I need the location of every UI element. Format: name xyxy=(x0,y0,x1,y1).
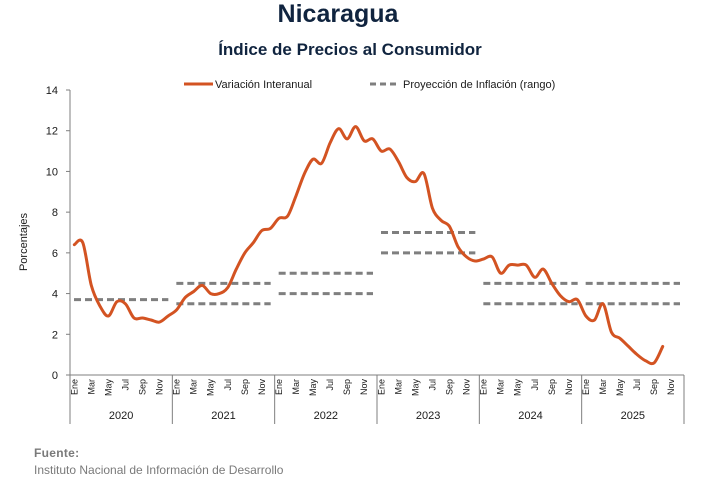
axes: 0 2 4 6 8 10 12 14 Ene Mar May Jul Sep Nov 2020 Ene Mar M… xyxy=(46,85,685,424)
x-tick-label: Ene xyxy=(479,379,489,395)
x-tick-label: Mar xyxy=(598,379,608,395)
x-tick-label: Ene xyxy=(581,379,591,395)
x-tick-label: Mar xyxy=(189,379,199,395)
series-line-variacion-interanual xyxy=(72,125,665,366)
x-tick-label: Mar xyxy=(86,379,96,395)
y-tick-label: 0 xyxy=(52,370,58,382)
x-tick-label: Jul xyxy=(632,379,642,391)
x-tick-label: May xyxy=(206,379,216,397)
x-tick-label: Jul xyxy=(120,379,130,391)
year-label: 2023 xyxy=(416,410,440,422)
x-tick-label: Nov xyxy=(257,379,267,396)
x-tick-label: Sep xyxy=(137,379,147,395)
x-tick-label: Ene xyxy=(69,379,79,395)
legend-label-proyeccion: Proyección de Inflación (rango) xyxy=(403,79,555,91)
source-text: Instituto Nacional de Información de Des… xyxy=(34,463,284,477)
x-tick-label: Nov xyxy=(359,379,369,396)
x-tick-label: Nov xyxy=(564,379,574,396)
x-tick-label: Mar xyxy=(291,379,301,395)
y-tick-label: 14 xyxy=(46,85,58,97)
y-axis-label: Porcentajes xyxy=(18,212,30,271)
y-tick-label: 2 xyxy=(52,329,58,341)
x-tick-label: May xyxy=(410,379,420,397)
year-label: 2022 xyxy=(314,410,338,422)
x-tick-label: Nov xyxy=(666,379,676,396)
x-tick-label: Ene xyxy=(172,379,182,395)
x-tick-label: Nov xyxy=(155,379,165,396)
x-tick-label: Jul xyxy=(427,379,437,391)
x-tick-label: Nov xyxy=(462,379,472,396)
x-tick-label: Sep xyxy=(240,379,250,395)
x-tick-label: Ene xyxy=(274,379,284,395)
x-tick-label: May xyxy=(513,379,523,397)
x-tick-label: Sep xyxy=(547,379,557,395)
projection-ranges xyxy=(74,231,680,306)
x-tick-label: Sep xyxy=(342,379,352,395)
x-tick-label: Ene xyxy=(376,379,386,395)
legend: Variación Interanual Proyección de Infla… xyxy=(184,79,555,91)
x-tick-label: Jul xyxy=(325,379,335,391)
x-tick-label: May xyxy=(308,379,318,397)
legend-label-variacion: Variación Interanual xyxy=(215,79,312,91)
y-tick-label: 6 xyxy=(52,248,58,260)
x-tick-label: Sep xyxy=(444,379,454,395)
x-tick-label: May xyxy=(103,379,113,397)
year-label: 2021 xyxy=(211,410,235,422)
chart-subtitle: Índice de Precios al Consumidor xyxy=(218,40,482,59)
year-label: 2024 xyxy=(518,410,542,422)
year-label: 2025 xyxy=(621,410,645,422)
year-label: 2020 xyxy=(109,410,133,422)
y-tick-label: 12 xyxy=(46,126,58,138)
x-tick-label: May xyxy=(615,379,625,397)
x-tick-label: Jul xyxy=(530,379,540,391)
x-tick-label: Mar xyxy=(393,379,403,395)
inflation-chart: Variación Interanual Proyección de Infla… xyxy=(18,79,685,424)
x-tick-label: Jul xyxy=(223,379,233,391)
source-label: Fuente: xyxy=(34,446,80,460)
y-tick-label: 10 xyxy=(46,166,58,178)
page-title: Nicaragua xyxy=(277,0,399,28)
y-tick-label: 8 xyxy=(52,207,58,219)
x-tick-label: Mar xyxy=(496,379,506,395)
y-tick-label: 4 xyxy=(52,289,58,301)
x-tick-label: Sep xyxy=(649,379,659,395)
